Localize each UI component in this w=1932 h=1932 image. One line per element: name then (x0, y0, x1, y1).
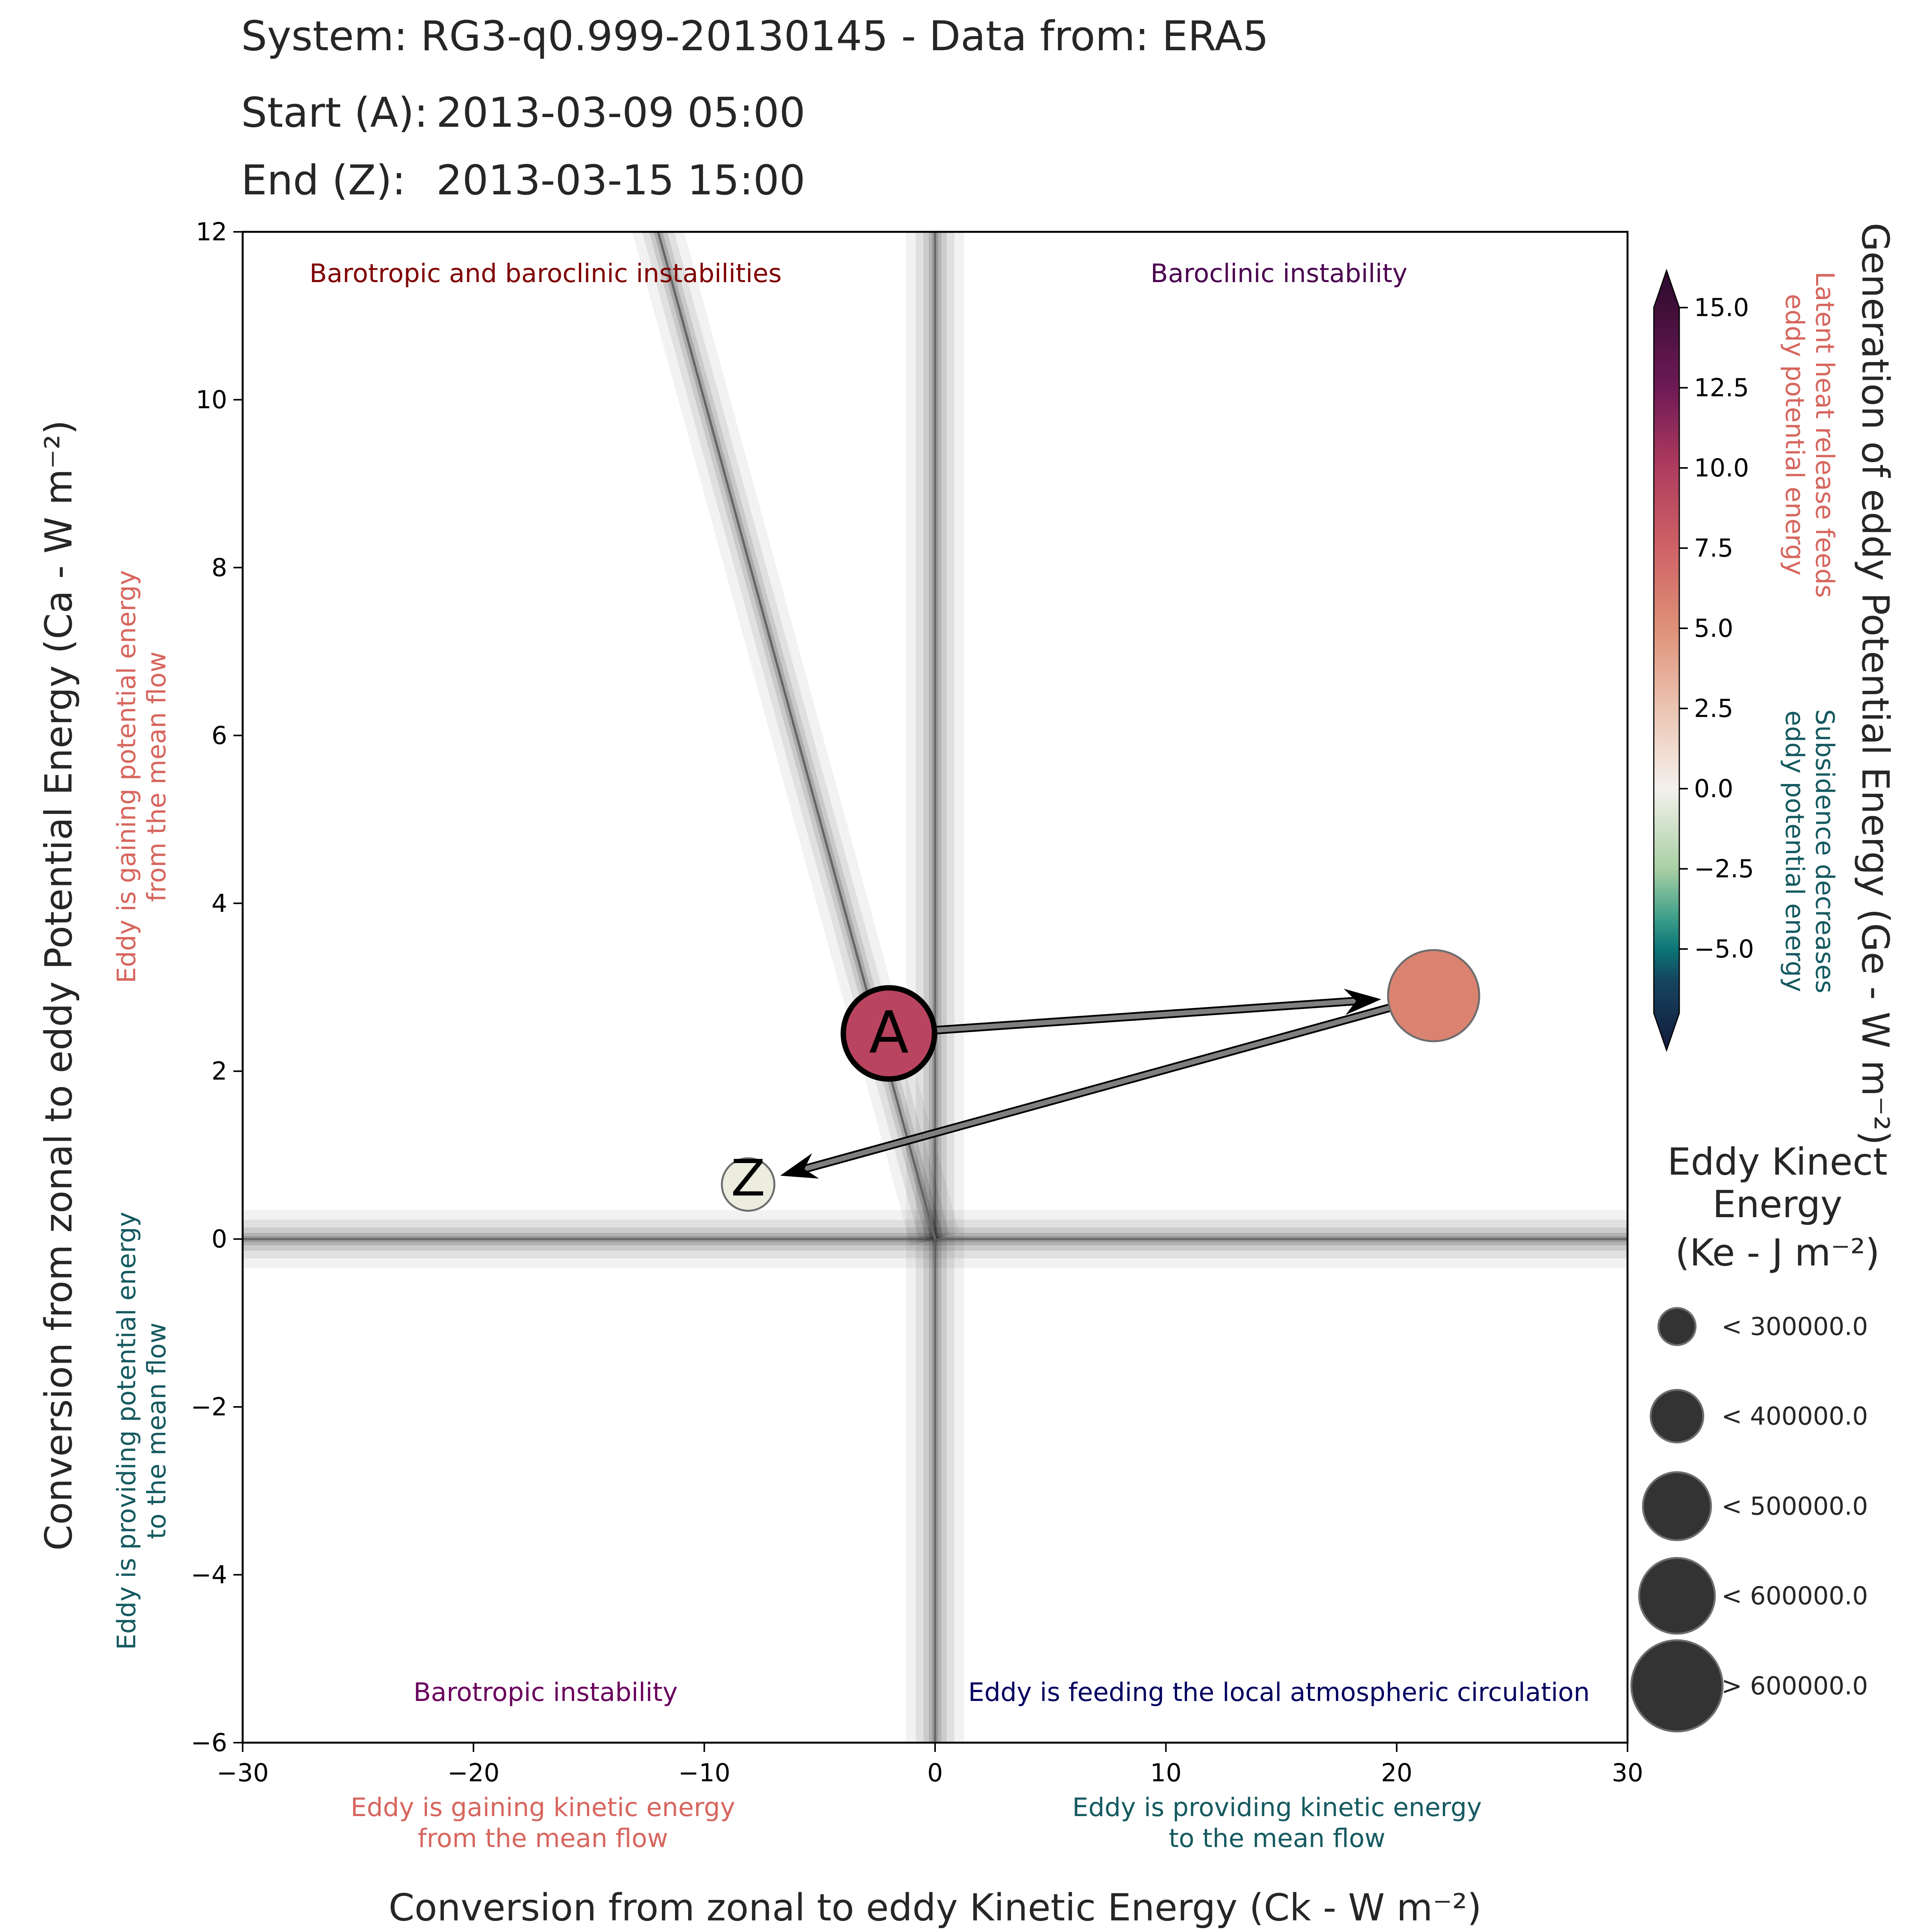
size-legend-label: > 600000.0 (1721, 1672, 1868, 1701)
colorbar-tick-label: 15.0 (1694, 294, 1749, 322)
x-tick-label: −30 (216, 1759, 269, 1787)
trajectory-arrow (802, 997, 1421, 1172)
y-tick-label: −4 (191, 1561, 227, 1590)
y-positive-annotation: Eddy is gaining potential energy from th… (112, 570, 172, 983)
x-tick-label: 0 (927, 1759, 943, 1787)
x-axis-title: Conversion from zonal to eddy Kinetic En… (389, 1886, 1482, 1929)
svg-text:to the mean flow: to the mean flow (142, 1323, 172, 1539)
trajectory-arrowhead (780, 1153, 819, 1179)
x-tick-label: 10 (1150, 1759, 1182, 1787)
colorbar-tick-label: −2.5 (1694, 855, 1754, 884)
svg-text:eddy potential energy: eddy potential energy (1780, 711, 1810, 992)
size-legend-title-line2: Energy (1713, 1183, 1842, 1226)
svg-text:Eddy is gaining potential ener: Eddy is gaining potential energy (112, 570, 141, 983)
trajectory-arrows (780, 988, 1422, 1179)
y-tick-label: 10 (196, 386, 227, 414)
colorbar-bar (1653, 269, 1680, 1052)
point-a-label: A (869, 999, 909, 1066)
quadrant-label-bottom-left: Barotropic instability (413, 1677, 678, 1707)
colorbar-tick-label: 12.5 (1694, 374, 1749, 403)
svg-text:Eddy is providing kinetic ener: Eddy is providing kinetic energy (1072, 1793, 1482, 1822)
y-tick-label: 2 (211, 1057, 227, 1086)
colorbar-ticks: 15.0 12.5 10.0 7.5 5.0 2.5 0.0 −2.5 −5.0 (1679, 294, 1754, 964)
size-legend-marker (1630, 1639, 1724, 1733)
svg-text:Latent heat release feeds: Latent heat release feeds (1810, 272, 1840, 598)
y-axis-title: Conversion from zonal to eddy Potential … (37, 420, 80, 1551)
colorbar-tick-label: 7.5 (1694, 534, 1733, 563)
x-tick-label: 30 (1612, 1759, 1643, 1787)
svg-text:eddy potential energy: eddy potential energy (1780, 294, 1810, 576)
colorbar-tick-label: −5.0 (1694, 935, 1754, 964)
y-tick-label: 8 (211, 554, 227, 582)
x-tick-label: 20 (1381, 1759, 1412, 1787)
size-legend-marker (1638, 1557, 1716, 1635)
svg-text:from the mean flow: from the mean flow (418, 1823, 668, 1853)
y-axis-ticks: −6 −4 −2 0 2 4 6 8 10 12 (191, 218, 243, 1757)
y-tick-label: 12 (196, 218, 227, 247)
size-legend: Eddy Kinect Energy (Ke - J m⁻²) < 300000… (1630, 1140, 1888, 1733)
x-positive-annotation: Eddy is providing kinetic energy to the … (1072, 1793, 1482, 1853)
start-label: Start (A): (241, 89, 428, 136)
svg-text:Subsidence decreases: Subsidence decreases (1810, 709, 1840, 993)
size-legend-marker (1642, 1471, 1712, 1541)
start-line: Start (A): 2013-03-09 05:00 (241, 89, 805, 136)
trajectory-arrowhead (1344, 988, 1381, 1015)
size-legend-label: < 400000.0 (1721, 1402, 1868, 1431)
size-legend-marker (1657, 1307, 1697, 1346)
colorbar-title: Generation of eddy Potential Energy (Ge … (1854, 223, 1897, 1145)
colorbar-tick-label: 2.5 (1694, 695, 1733, 723)
trajectory-points: AZ (721, 949, 1480, 1212)
colorbar-negative-annotation: Subsidence decreases eddy potential ener… (1780, 709, 1840, 993)
y-tick-label: −2 (191, 1393, 227, 1422)
point-1 (1387, 949, 1480, 1043)
point-z-label: Z (731, 1149, 765, 1208)
y-tick-label: −6 (191, 1729, 227, 1757)
colorbar-positive-annotation: Latent heat release feeds eddy potential… (1780, 272, 1840, 598)
colorbar-tick-label: 10.0 (1694, 454, 1749, 483)
svg-text:to the mean flow: to the mean flow (1169, 1823, 1386, 1853)
point-z (721, 1157, 776, 1212)
end-line: End (Z): 2013-03-15 15:00 (241, 156, 805, 204)
size-legend-title-line1: Eddy Kinect (1667, 1140, 1888, 1184)
y-tick-label: 4 (211, 889, 227, 918)
point-a (840, 985, 937, 1082)
end-label: End (Z): (241, 156, 406, 204)
quadrant-label-top-left: Barotropic and baroclinic instabilities (310, 259, 782, 288)
system-title: System: RG3-q0.999-20130145 - Data from:… (241, 12, 1269, 60)
y-negative-annotation: Eddy is providing potential energy to th… (112, 1212, 172, 1650)
trajectory-arrow (902, 998, 1359, 1035)
x-negative-annotation: Eddy is gaining kinetic energy from the … (350, 1793, 735, 1853)
x-tick-label: −20 (447, 1759, 500, 1787)
size-legend-title-line3: (Ke - J m⁻²) (1675, 1231, 1879, 1274)
colorbar-tick-label: 5.0 (1694, 614, 1733, 643)
y-tick-label: 0 (211, 1225, 227, 1254)
start-value: 2013-03-09 05:00 (436, 89, 806, 136)
size-legend-label: < 300000.0 (1721, 1313, 1868, 1341)
colorbar: 15.0 12.5 10.0 7.5 5.0 2.5 0.0 −2.5 −5.0 (1653, 269, 1754, 1052)
quadrant-label-top-right: Baroclinic instability (1151, 259, 1408, 288)
size-legend-label: < 600000.0 (1721, 1582, 1868, 1611)
y-tick-label: 6 (211, 721, 227, 750)
x-axis-ticks: −30 −20 −10 0 10 20 30 (216, 1743, 1643, 1787)
colorbar-tick-label: 0.0 (1694, 775, 1733, 803)
size-legend-marker (1650, 1389, 1704, 1444)
svg-text:Eddy is providing potential en: Eddy is providing potential energy (112, 1212, 141, 1650)
svg-text:Eddy is gaining kinetic energy: Eddy is gaining kinetic energy (350, 1793, 735, 1822)
end-value: 2013-03-15 15:00 (436, 156, 806, 204)
quadrant-label-bottom-right: Eddy is feeding the local atmospheric ci… (968, 1677, 1590, 1707)
size-legend-label: < 500000.0 (1721, 1492, 1868, 1521)
x-tick-label: −10 (678, 1759, 730, 1787)
svg-text:from the mean flow: from the mean flow (142, 651, 172, 902)
